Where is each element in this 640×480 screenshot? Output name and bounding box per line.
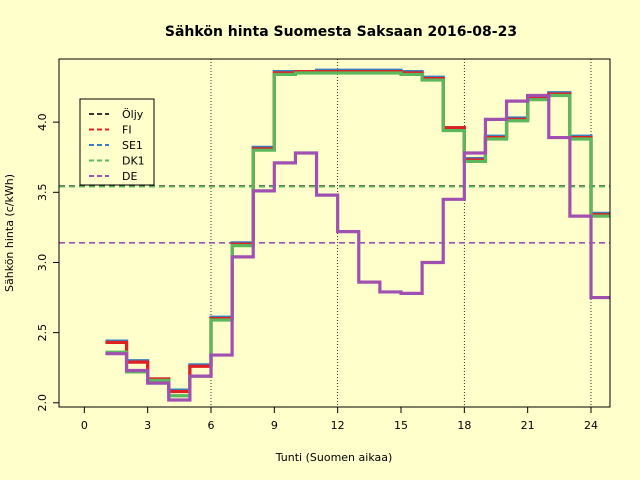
x-tick-label: 18 [457, 419, 471, 432]
series-lines [105, 68, 610, 402]
x-tick-label: 24 [584, 419, 598, 432]
x-tick-label: 0 [81, 419, 88, 432]
chart-title: Sähkön hinta Suomesta Saksaan 2016-08-23 [165, 24, 517, 40]
legend-label-se1: SE1 [122, 139, 143, 152]
y-tick-label: 3.0 [36, 254, 49, 272]
series-line-de [105, 93, 610, 402]
x-tick-label: 21 [521, 419, 535, 432]
mean-price-lines [59, 185, 610, 244]
x-tick-label: 6 [208, 419, 215, 432]
legend-label-de: DE [122, 170, 137, 183]
x-tick-label: 15 [394, 419, 408, 432]
x-axis: 0 3 6 9 12 15 18 21 24 [81, 407, 598, 432]
legend-label-dk1: DK1 [122, 155, 145, 168]
x-tick-label: 3 [144, 419, 151, 432]
x-tick-label: 12 [331, 419, 345, 432]
y-axis: 2.0 2.5 3.0 3.5 4.0 [36, 113, 59, 412]
x-axis-label: Tunti (Suomen aikaa) [275, 451, 393, 464]
y-tick-label: 3.5 [36, 184, 49, 202]
legend-label-fi: FI [122, 124, 132, 137]
vertical-gridlines [210, 59, 592, 407]
x-tick-label: 9 [271, 419, 278, 432]
y-tick-label: 2.5 [36, 324, 49, 342]
legend-label-oljy: Öljy [122, 108, 144, 121]
legend: Öljy FI SE1 DK1 DE [79, 98, 155, 186]
plot-frame [58, 58, 611, 408]
y-tick-label: 4.0 [36, 113, 49, 131]
y-tick-label: 2.0 [36, 394, 49, 412]
y-axis-label: Sähkön hinta (c/kWh) [3, 174, 16, 292]
